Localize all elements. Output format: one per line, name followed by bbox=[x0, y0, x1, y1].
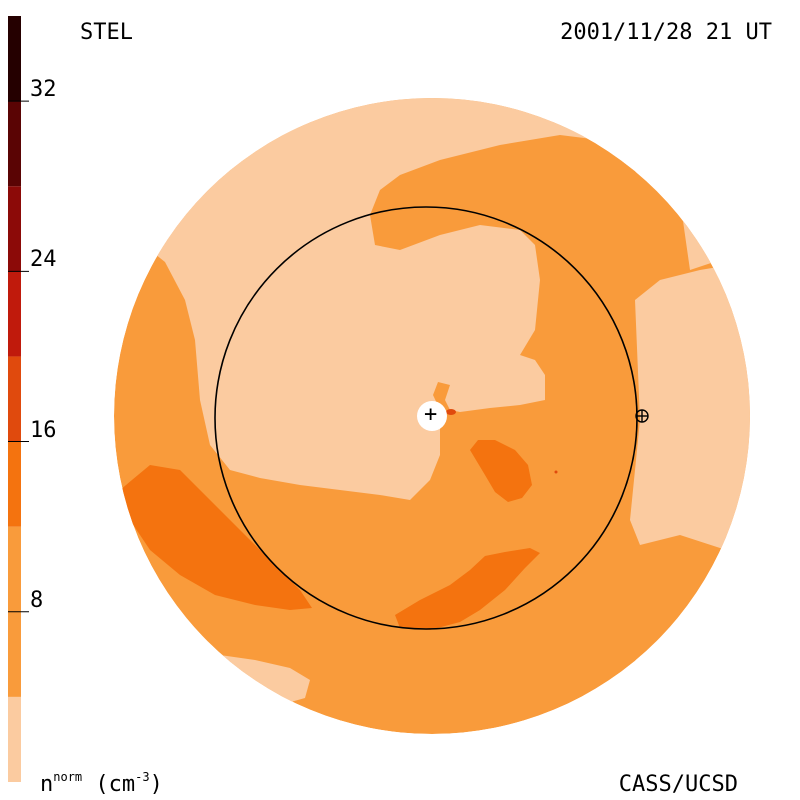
colorbar-unit-label: nnorm (cm-3) bbox=[40, 770, 163, 798]
colorbar-band bbox=[8, 696, 21, 782]
unit-base: n bbox=[40, 772, 54, 797]
low-density-region-north bbox=[114, 98, 750, 500]
unit-close: ) bbox=[149, 772, 163, 797]
density-disk bbox=[114, 98, 750, 734]
enhanced-density-streak-west bbox=[120, 465, 312, 610]
enhanced-density-streak-south bbox=[395, 548, 540, 630]
enhanced-density-blob bbox=[470, 440, 532, 502]
earth-marker bbox=[635, 409, 649, 423]
sun-center-symbol: + bbox=[424, 402, 438, 427]
colorbar-tick-label: 32 bbox=[30, 77, 57, 103]
colorbar-band bbox=[8, 356, 21, 442]
colorbar-band bbox=[8, 186, 21, 272]
credit-label: CASS/UCSD bbox=[618, 772, 738, 797]
sun-marker bbox=[417, 401, 447, 431]
timestamp-label: 2001/11/28 21 UT bbox=[560, 20, 772, 45]
colorbar-band bbox=[8, 16, 21, 102]
unit-open: (cm bbox=[95, 772, 136, 797]
colorbar-tick-label: 24 bbox=[30, 247, 57, 273]
colorbar-band bbox=[8, 271, 21, 357]
colorbar-tick-label: 16 bbox=[30, 417, 57, 443]
observatory-label: STEL bbox=[80, 20, 133, 45]
colorbar-tick-label: 8 bbox=[30, 587, 44, 613]
low-density-region-east bbox=[630, 260, 750, 560]
colorbar-band bbox=[8, 101, 21, 187]
colorbar bbox=[8, 16, 29, 782]
enhanced-density-spot bbox=[446, 409, 456, 415]
unit-superscript: norm bbox=[53, 770, 83, 784]
unit-exponent: -3 bbox=[135, 770, 150, 784]
enhanced-density-dot bbox=[554, 470, 558, 474]
colorbar-band bbox=[8, 441, 21, 527]
